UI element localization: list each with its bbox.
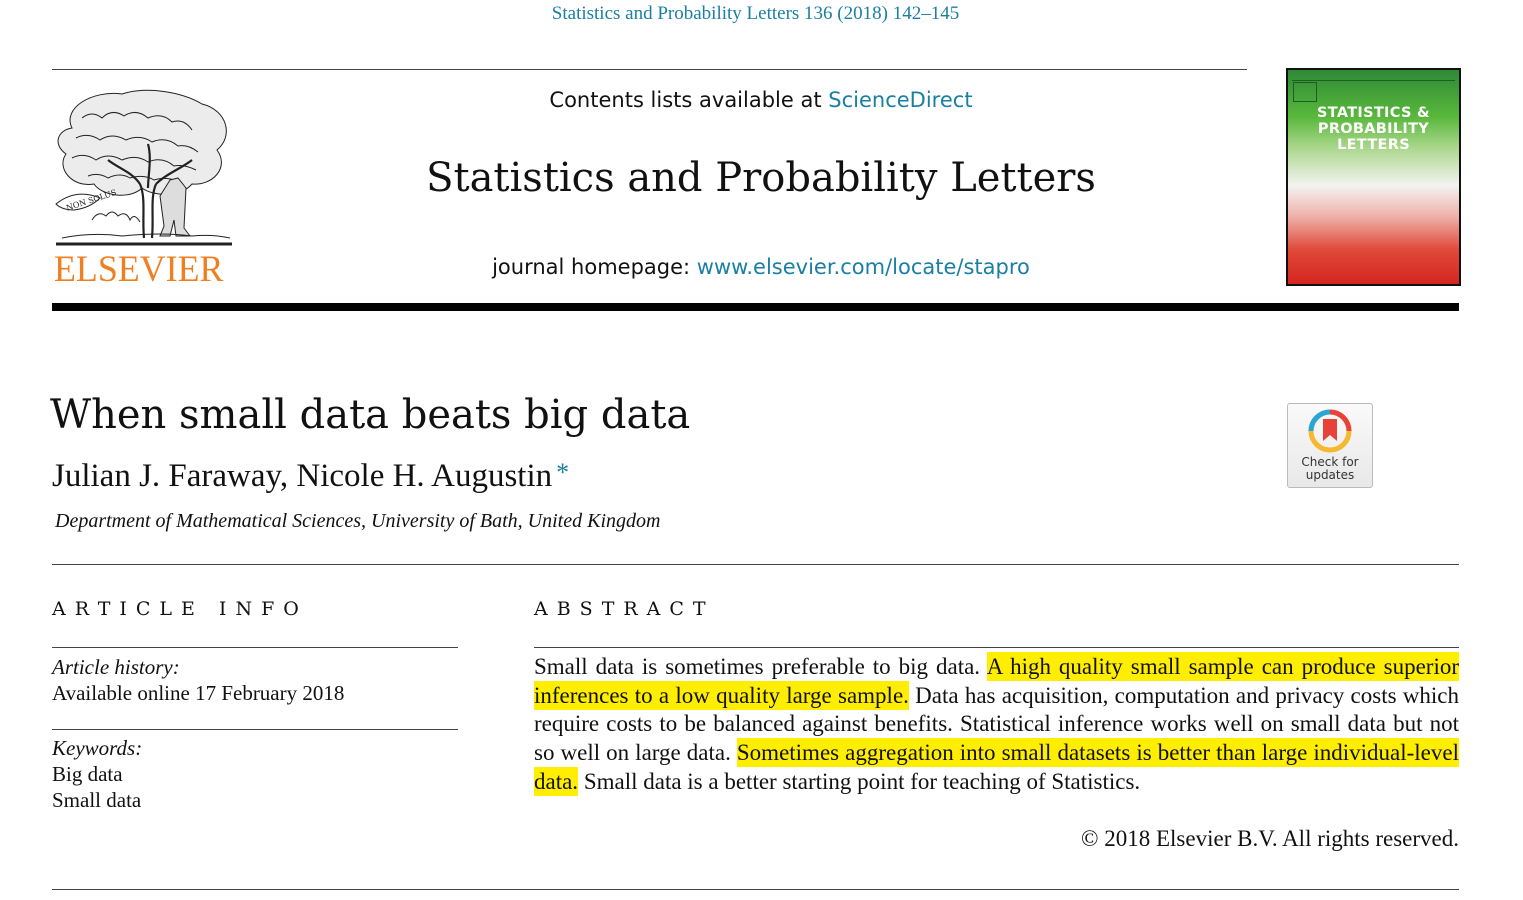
check-updates-label: Check for updates bbox=[1288, 456, 1372, 482]
copyright-notice: © 2018 Elsevier B.V. All rights reserved… bbox=[1081, 826, 1459, 851]
abstract-text: Data has acquisition, computation and pr… bbox=[534, 682, 1459, 766]
journal-cover-thumbnail[interactable]: STATISTICS & PROBABILITY LETTERS bbox=[1286, 68, 1461, 286]
author-list: Julian J. Faraway, Nicole H. Augustin * bbox=[52, 458, 569, 495]
contents-prefix: Contents lists available at bbox=[549, 88, 829, 112]
authors-text: Julian J. Faraway, Nicole H. Augustin bbox=[52, 458, 553, 494]
info-divider bbox=[52, 647, 458, 648]
cover-header-strip bbox=[1292, 76, 1455, 81]
affiliation: Department of Mathematical Sciences, Uni… bbox=[55, 510, 661, 532]
keyword-item[interactable]: Small data bbox=[52, 788, 142, 812]
check-updates-icon bbox=[1308, 409, 1352, 453]
keywords-list: Big data Small data bbox=[52, 761, 141, 813]
journal-citation[interactable]: Statistics and Probability Letters 136 (… bbox=[551, 3, 960, 24]
keywords-label: Keywords: bbox=[52, 736, 143, 760]
history-label: Article history: bbox=[52, 655, 180, 679]
keyword-item[interactable]: Big data bbox=[52, 762, 123, 786]
abstract-text: Small data is a better starting point fo… bbox=[578, 768, 1141, 794]
contents-line: Contents lists available at ScienceDirec… bbox=[240, 88, 1282, 112]
check-for-updates-button[interactable]: Check for updates bbox=[1287, 403, 1373, 488]
cover-title-line: LETTERS bbox=[1337, 137, 1410, 153]
abstract-divider bbox=[534, 647, 1459, 648]
article-info-heading: ARTICLE INFO bbox=[52, 598, 308, 620]
tree-engraving-icon: NON SOLUS bbox=[55, 89, 232, 246]
info-divider bbox=[52, 729, 458, 730]
elsevier-logo[interactable]: NON SOLUS ELSEVIER bbox=[52, 88, 234, 290]
bottom-divider bbox=[52, 889, 1459, 890]
homepage-prefix: journal homepage: bbox=[492, 255, 697, 279]
check-updates-line: updates bbox=[1305, 468, 1355, 482]
top-divider bbox=[52, 69, 1247, 70]
sciencedirect-link[interactable]: ScienceDirect bbox=[828, 88, 973, 112]
abstract-heading: ABSTRACT bbox=[534, 598, 715, 620]
section-divider bbox=[52, 564, 1459, 565]
elsevier-wordmark: ELSEVIER bbox=[54, 249, 224, 290]
abstract-text: Small data is sometimes preferable to bi… bbox=[534, 654, 987, 679]
cover-title: STATISTICS & PROBABILITY LETTERS bbox=[1288, 105, 1459, 153]
check-updates-line: Check for bbox=[1301, 455, 1359, 469]
history-value: Available online 17 February 2018 bbox=[52, 681, 345, 705]
cover-emblem-icon bbox=[1293, 82, 1317, 102]
article-title: When small data beats big data bbox=[50, 392, 691, 438]
journal-homepage-link[interactable]: www.elsevier.com/locate/stapro bbox=[696, 255, 1030, 279]
homepage-line: journal homepage: www.elsevier.com/locat… bbox=[240, 255, 1282, 279]
cover-title-line: STATISTICS & bbox=[1317, 105, 1430, 121]
header-thick-divider bbox=[52, 303, 1459, 311]
abstract-body: Small data is sometimes preferable to bi… bbox=[534, 652, 1460, 797]
cover-title-line: PROBABILITY bbox=[1317, 121, 1430, 137]
corresponding-author-link[interactable]: * bbox=[556, 458, 570, 487]
journal-title: Statistics and Probability Letters bbox=[426, 155, 1096, 201]
